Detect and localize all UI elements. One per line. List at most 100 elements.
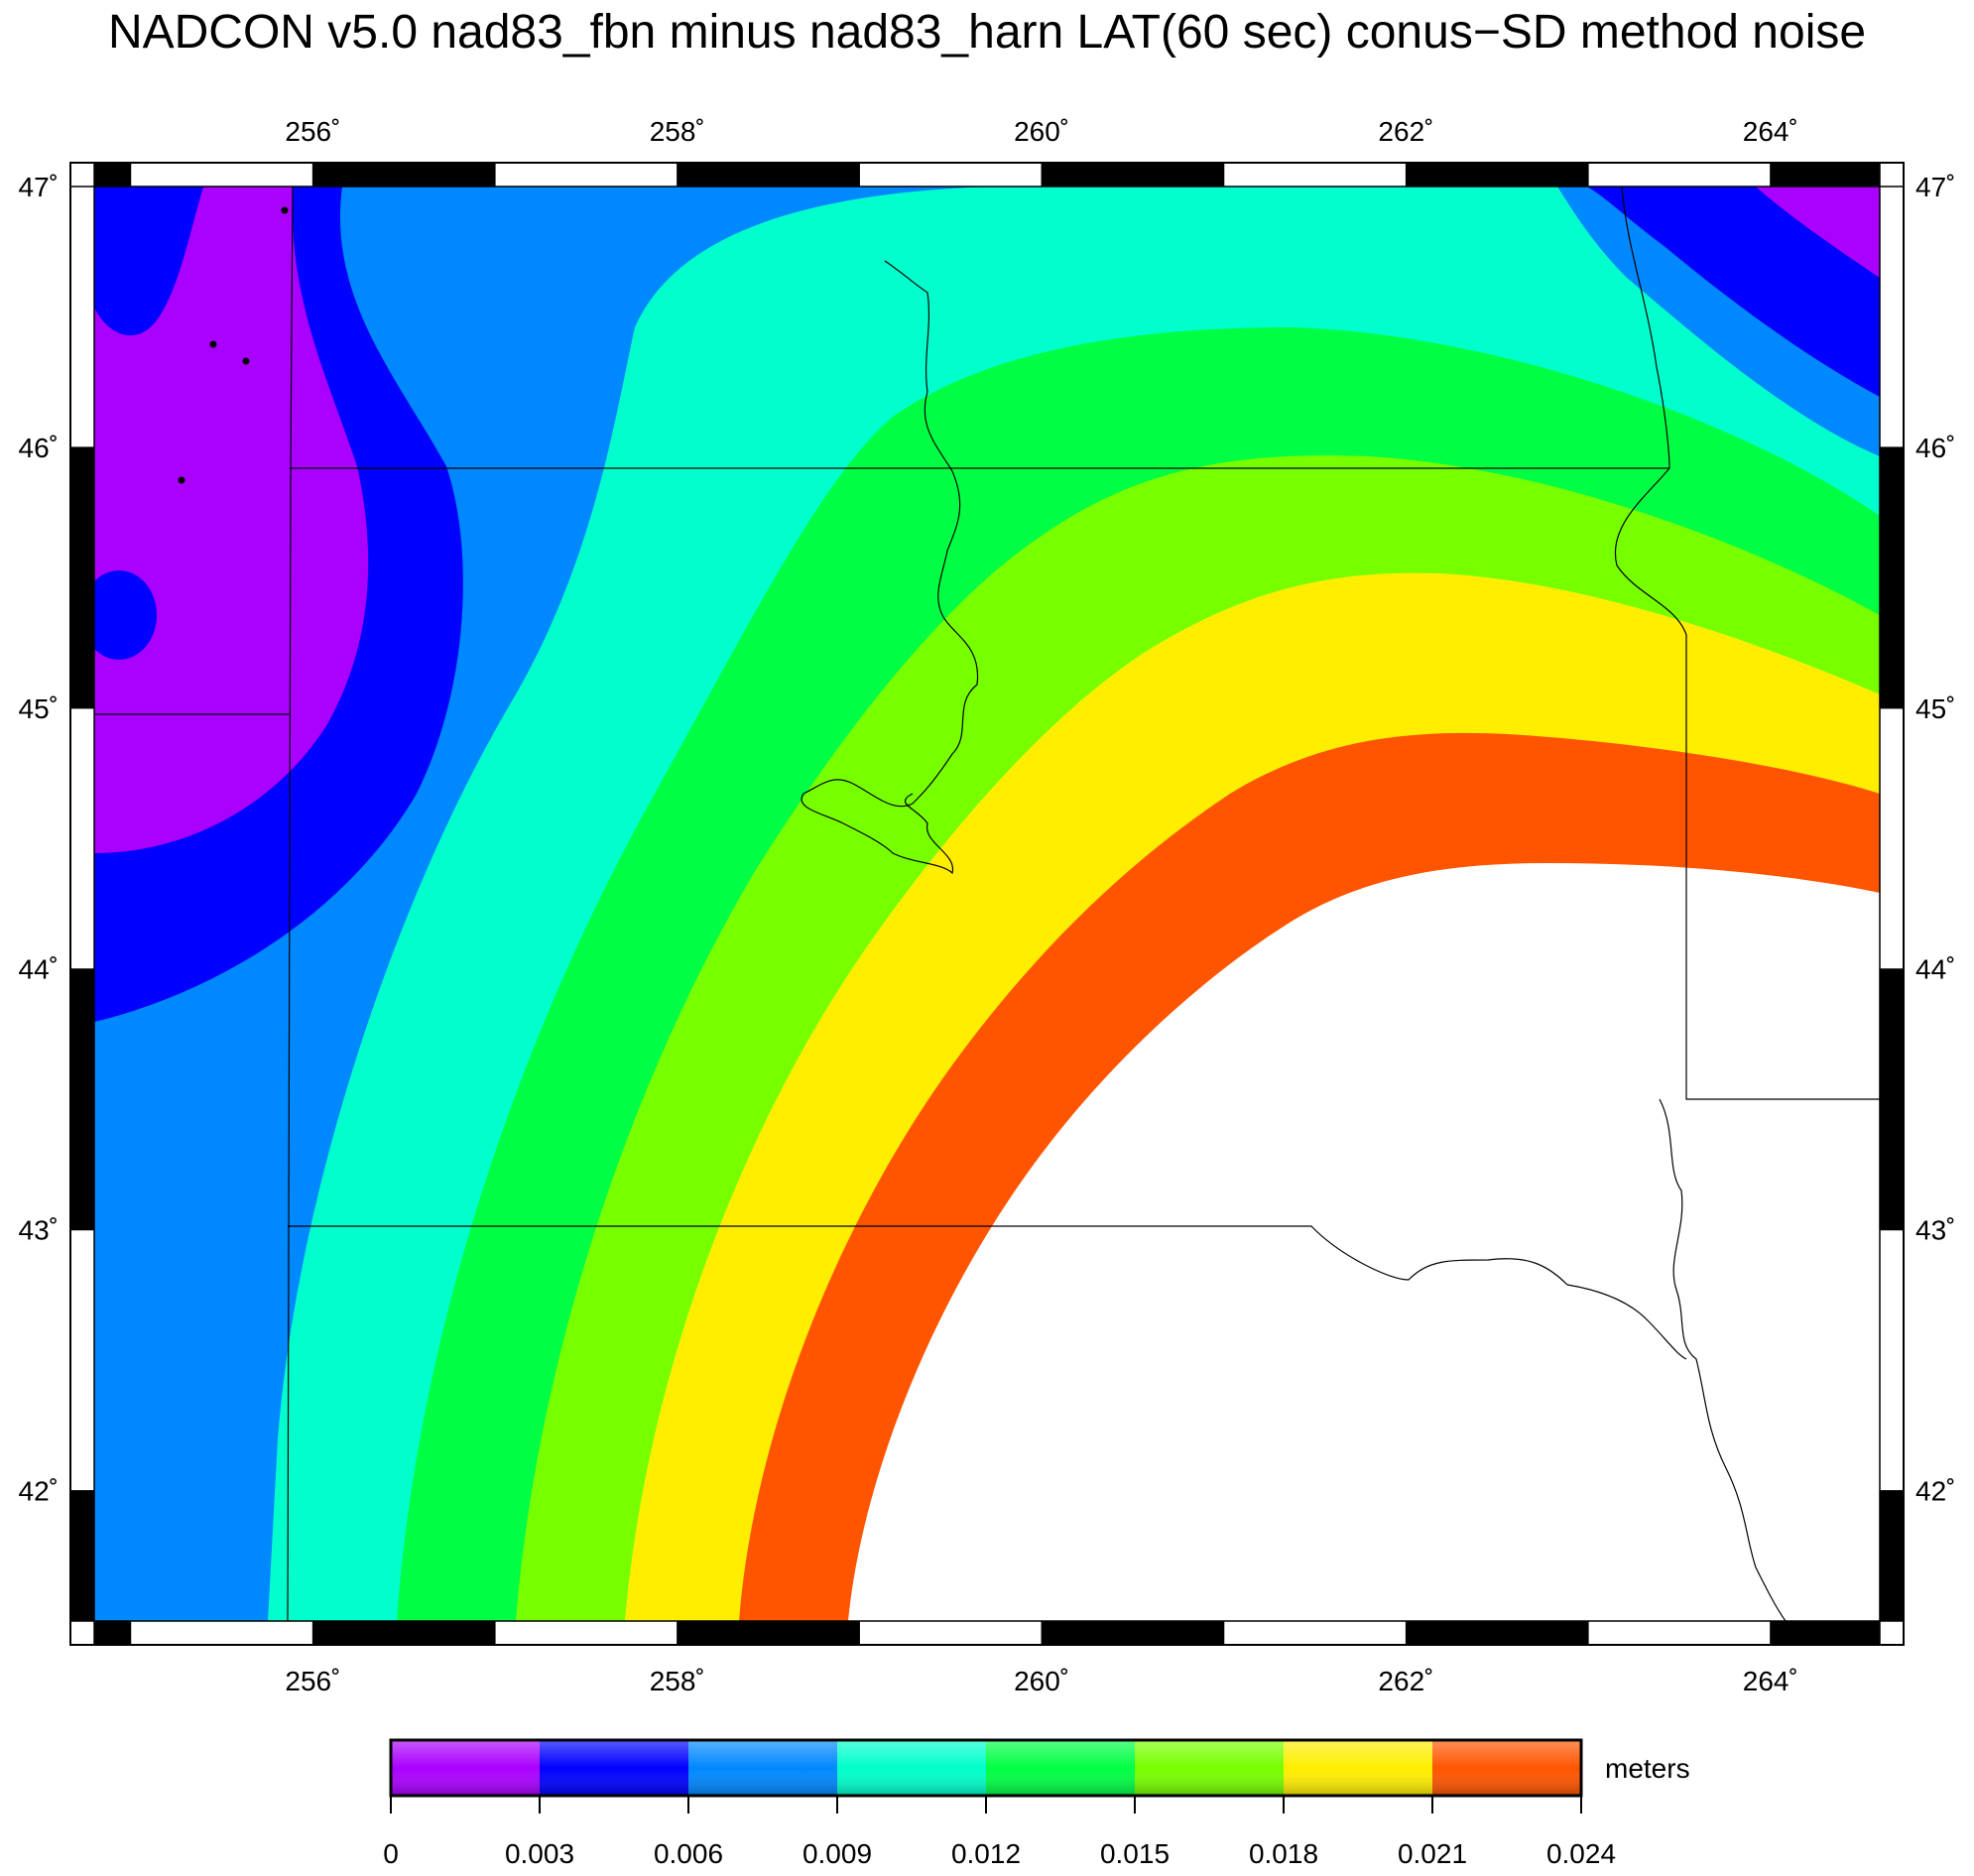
colorbar-tick-label: 0.018 [1249,1838,1318,1869]
frame-segment [1223,162,1407,188]
location-dot [209,340,217,348]
map-frame [69,162,1905,1646]
lon-tick-label-top: 256˚ [285,116,340,147]
location-dot [178,476,185,484]
frame-segment [1405,162,1589,188]
frame-segment [1587,162,1772,188]
frame-segment [69,1229,95,1492]
noise-bands [94,187,1880,1621]
frame-segment [1223,1620,1407,1646]
missouri-river [801,260,979,875]
frame-segment [858,162,1043,188]
frame-segment [311,162,496,188]
frame-segment [130,1620,313,1646]
lon-tick-label-top: 262˚ [1378,116,1433,147]
colorbar-unit-label: meters [1605,1753,1690,1784]
colorbar-tick-label: 0.003 [505,1838,574,1869]
lat-tick-label-left: 47˚ [19,172,59,202]
frame-segment [93,162,132,188]
lat-tick-label-left: 44˚ [19,954,59,985]
lat-tick-label-left: 43˚ [19,1215,59,1246]
frame-outline [69,162,1905,1646]
colorbar-tick-label: 0.024 [1546,1838,1616,1869]
colorbar-swatch-shade [1432,1740,1581,1796]
frame-segment [69,1490,95,1622]
location-dot [242,357,250,365]
plot-title: NADCON v5.0 nad83_fbn minus nad83_harn L… [108,6,1866,59]
colorbar-swatch-shade [688,1740,837,1796]
lon-tick-label-bottom: 258˚ [650,1666,705,1696]
band-0.003-0.006-w-lobe [94,570,157,660]
band-0.003-0.006-nw-lobe [94,187,203,336]
lat-tick-label-right: 45˚ [1915,693,1955,724]
lat-tick-label-right: 44˚ [1915,954,1955,985]
lat-tick-label-right: 43˚ [1915,1215,1955,1246]
axis-tick-labels: 256˚ 256˚ 258˚ 258˚ 260˚ 260˚ 262˚ 262˚ 264˚ 264˚… [19,116,1956,1696]
colorbar-tick-label: 0.009 [802,1838,872,1869]
lat-tick-label-right: 42˚ [1915,1476,1955,1507]
frame-segment [1879,186,1905,448]
colorbar-swatch-shade [391,1740,540,1796]
frame-segment [1879,446,1905,709]
lat-tick-label-right: 47˚ [1915,172,1955,202]
colorbar-swatch-shade [986,1740,1135,1796]
frame-segment [1770,1620,1881,1646]
frame-segment [311,1620,496,1646]
frame-segment [1770,162,1881,188]
frame-segment [858,1620,1043,1646]
lon-tick-label-top: 258˚ [650,116,705,147]
frame-segment [494,1620,679,1646]
lat-tick-label-right: 46˚ [1915,433,1955,463]
lat-tick-label-left: 46˚ [19,433,59,463]
lat-tick-label-left: 42˚ [19,1476,59,1507]
band-ne-0.003-0.006 [1587,187,1880,397]
lon-tick-label-top: 260˚ [1014,116,1069,147]
lon-tick-label-bottom: 264˚ [1743,1666,1798,1696]
lon-tick-label-top: 264˚ [1743,116,1798,147]
border-sd-ia [1659,1098,1787,1621]
colorbar-tick-label: 0.012 [951,1838,1021,1869]
colorbar-swatch-shade [837,1740,986,1796]
frame-segment [1879,707,1905,970]
frame-segment [1587,1620,1772,1646]
frame-segment [93,1620,132,1646]
lat-tick-label-left: 45˚ [19,693,59,724]
frame-corner [1879,162,1905,188]
colorbar-tick-label: 0.021 [1398,1838,1467,1869]
band-above-0.024 [848,863,1880,1621]
frame-segment [677,1620,860,1646]
frame-corner [69,162,95,188]
band-ne-0-0.003 [1756,187,1880,278]
frame-segment [677,162,860,188]
frame-segment [494,162,679,188]
colorbar-tick-label: 0.006 [654,1838,723,1869]
border-sd-ne [288,1225,1687,1360]
frame-corner [69,1620,95,1646]
location-dot [281,206,289,214]
plot-border [93,186,1881,1622]
colorbar-swatch-shade [1135,1740,1284,1796]
frame-segment [130,162,313,188]
frame-segment [1879,1490,1905,1622]
colorbar-tick-label: 0.015 [1100,1838,1170,1869]
border-sd-mn [1614,187,1880,1100]
colorbar: 0 0.003 0.006 0.009 0.012 0.015 0.018 0.021 0.02… [383,1738,1690,1869]
frame-segment [69,446,95,709]
colorbar-swatch-shade [1284,1740,1432,1796]
frame-corner [1879,1620,1905,1646]
colorbar-tick-label: 0 [383,1838,399,1869]
frame-segment [69,186,95,448]
lon-tick-label-bottom: 262˚ [1378,1666,1433,1696]
frame-segment [69,707,95,970]
band-0-0.003 [94,187,369,853]
colorbar-swatch-shade [540,1740,688,1796]
frame-segment [69,968,95,1231]
frame-segment [1041,162,1225,188]
frame-segment [1879,1229,1905,1492]
frame-segment [1405,1620,1589,1646]
state-borders [94,187,1880,1621]
frame-segment [1041,1620,1225,1646]
frame-segment [1879,968,1905,1231]
